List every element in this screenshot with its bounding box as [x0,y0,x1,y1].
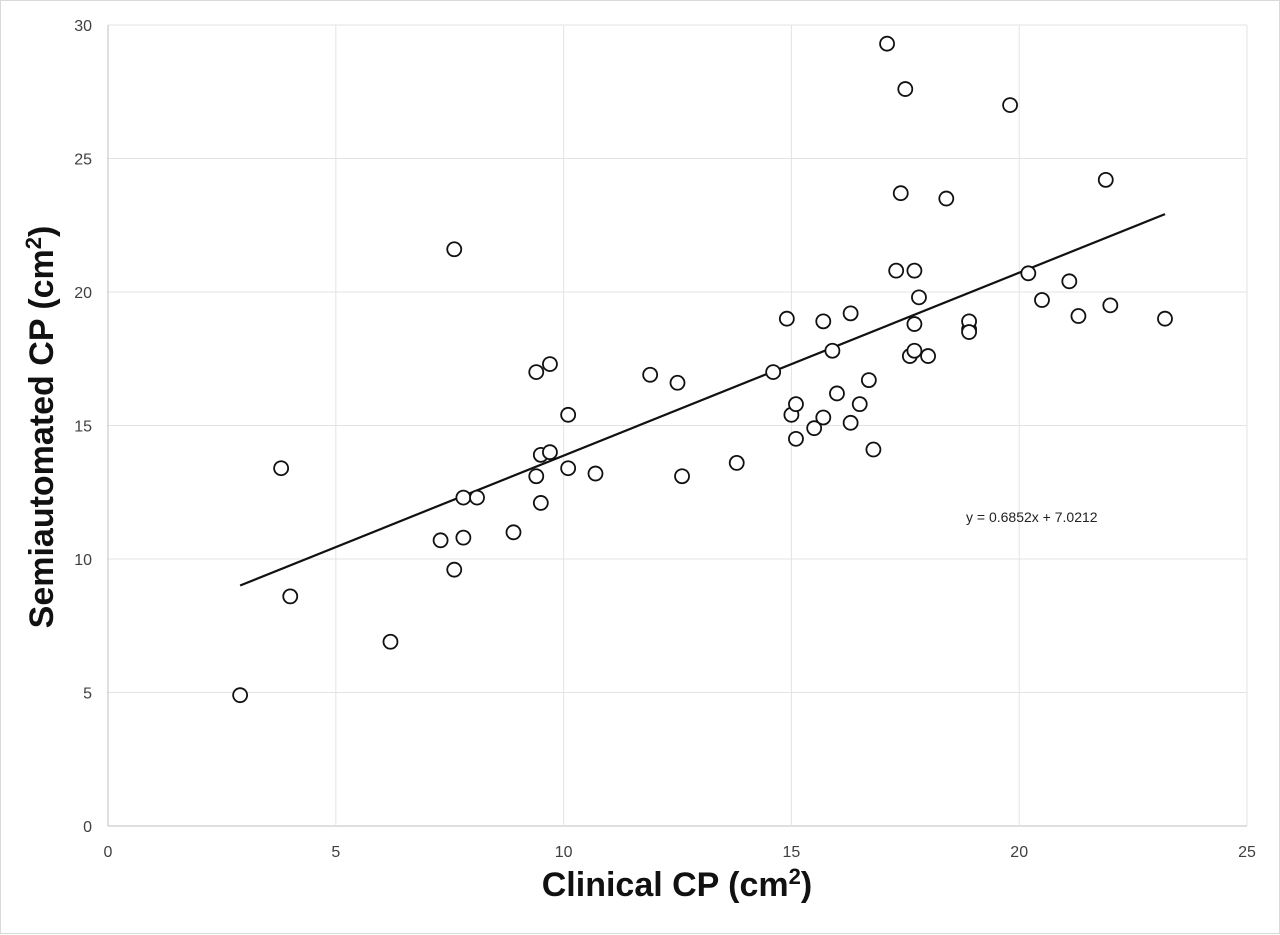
data-point [911,289,927,306]
y-axis-title-end: ) [23,226,61,237]
data-point [446,561,463,578]
x-tick-label: 25 [1238,844,1256,861]
data-point [728,454,745,471]
data-point [1070,308,1087,324]
data-point [505,524,522,541]
data-point [788,430,804,447]
data-point [669,374,686,391]
data-point [642,366,659,383]
data-point [1034,292,1050,308]
data-point [542,356,558,372]
x-tick-label: 5 [331,844,340,861]
x-tick-label: 0 [104,844,113,861]
data-point [528,364,545,381]
x-tick-label: 20 [1010,844,1028,861]
data-point [906,316,923,332]
x-tick-label: 10 [555,844,573,861]
y-tick-label: 30 [74,18,92,35]
data-point [1157,310,1173,327]
data-point [455,529,472,546]
data-point [1002,97,1018,113]
data-point [560,406,577,423]
y-axis-title-text: Semiautomated CP (cm [23,249,61,628]
x-axis-title-sup: 2 [789,864,801,889]
data-point [879,35,895,52]
x-axis-title-text: Clinical CP (cm [542,866,789,904]
data-point [842,414,859,431]
x-axis-title-end: ) [801,866,812,904]
trendline-group [239,213,1166,587]
y-tick-label: 20 [74,285,92,302]
data-point [532,495,549,511]
data-point [806,420,823,437]
y-tick-label: 5 [83,686,92,703]
data-point [765,364,782,381]
gridlines [107,24,1248,827]
data-point [842,305,859,322]
data-point [815,409,832,426]
tick-labels: 0 5 10 15 20 25 30 0 5 10 15 20 25 [74,18,1256,861]
data-point [897,81,914,97]
y-axis-title: Semiautomated CP (cm2) [21,226,61,629]
data-point [1097,171,1114,188]
data-point [469,489,485,506]
data-point [232,687,249,704]
data-point [788,396,804,413]
data-point [674,468,690,485]
data-point [851,396,868,413]
data-point [906,342,923,359]
data-point [1102,297,1119,314]
data-point [282,588,299,605]
data-point [860,372,877,389]
data-point [815,313,832,330]
trendline [239,213,1166,587]
y-tick-label: 25 [74,152,92,169]
y-axis-title-sup: 2 [21,237,46,249]
data-point [542,444,558,461]
data-point [382,633,399,650]
y-tick-label: 15 [74,419,92,436]
data-point [888,262,905,279]
data-point [560,460,577,477]
data-point [824,342,841,359]
data-point [865,441,882,458]
x-axis-title: Clinical CP (cm2) [542,864,812,904]
data-point [892,185,909,202]
data-point [920,348,936,364]
data-point [1020,265,1037,282]
data-point [587,465,604,482]
trendline-equation: y = 0.6852x + 7.0212 [966,509,1098,525]
data-point [829,385,845,402]
y-tick-label: 0 [83,819,92,836]
data-points [232,35,1173,704]
data-point [961,324,977,340]
data-point [1061,273,1078,290]
data-point [938,190,955,207]
data-point [778,310,795,327]
data-point [528,468,545,485]
data-point [446,241,463,258]
x-tick-label: 15 [783,844,801,861]
data-point [906,262,923,279]
y-tick-label: 10 [74,552,92,569]
data-point [273,460,290,477]
data-point [432,532,449,549]
data-point [455,489,472,506]
